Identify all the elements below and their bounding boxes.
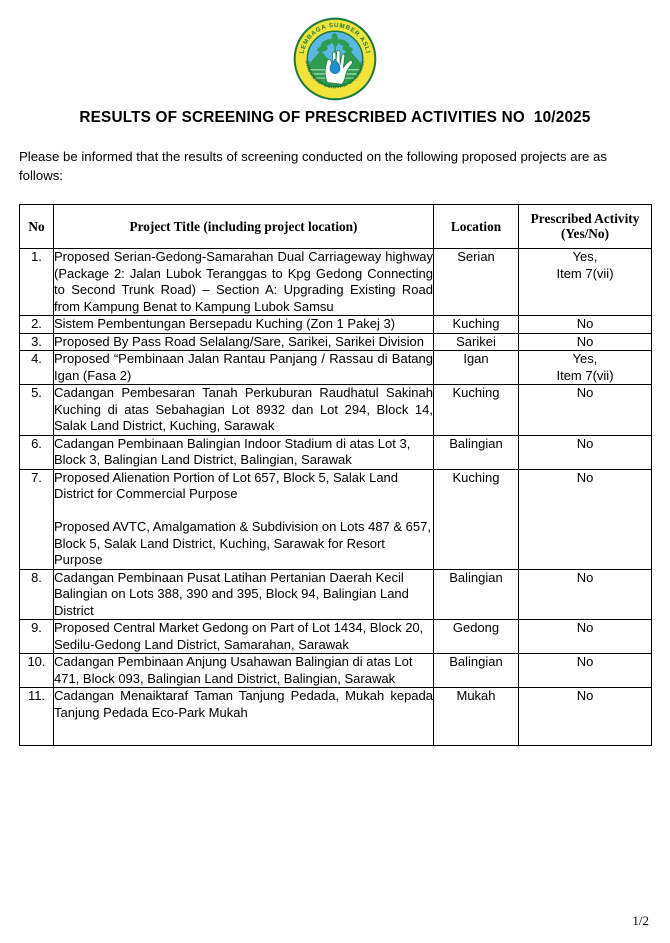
row-project-title: Proposed By Pass Road Selalang/Sare, Sar… [53, 332, 434, 351]
row-project-title-paragraph-2: Proposed AVTC, Amalgamation & Subdivisio… [54, 519, 431, 567]
row-prescribed-activity: No [518, 568, 652, 620]
row-number: 10. [19, 653, 54, 688]
row-project-title: Cadangan Pembinaan Balingian Indoor Stad… [53, 434, 434, 470]
row-number: 8. [19, 568, 54, 620]
table-header-row: No Project Title (including project loca… [19, 204, 652, 249]
table-row: 3. Proposed By Pass Road Selalang/Sare, … [19, 332, 652, 351]
row-project-title: Cadangan Pembesaran Tanah Perkuburan Rau… [53, 384, 434, 436]
column-header-prescribed-line1: Prescribed Activity [530, 211, 640, 226]
table-row: 10. Cadangan Pembinaan Anjung Usahawan B… [19, 653, 652, 688]
table-row: 2. Sistem Pembentungan Bersepadu Kuching… [19, 315, 652, 334]
table-row: 9. Proposed Central Market Gedong on Par… [19, 619, 652, 654]
row-number: 3. [19, 332, 54, 351]
row-location: Kuching [433, 315, 519, 334]
lembaga-sumber-asli-sarawak-seal-icon: LEMBAGA SUMBER ASLI DAN ALAM SEKITAR SAR… [293, 17, 377, 101]
row-prescribed-activity: No [518, 619, 652, 654]
column-header-no: No [19, 204, 54, 249]
row-location: Balingian [433, 568, 519, 620]
row-project-title: Proposed Central Market Gedong on Part o… [53, 619, 434, 654]
column-header-location: Location [433, 204, 519, 249]
page-indicator: 1/2 [632, 913, 649, 928]
row-number: 2. [19, 315, 54, 334]
row-prescribed-activity: Yes, Item 7(vii) [518, 350, 652, 385]
row-prescribed-activity: No [518, 332, 652, 351]
column-header-project-title: Project Title (including project locatio… [53, 204, 434, 249]
column-header-prescribed-activity: Prescribed Activity (Yes/No) [518, 204, 652, 249]
row-project-title-paragraph-1: Proposed Alienation Portion of Lot 657, … [54, 469, 399, 502]
row-project-title: Sistem Pembentungan Bersepadu Kuching (Z… [53, 315, 434, 334]
row-number: 11. [19, 687, 54, 746]
row-project-title: Cadangan Pembinaan Pusat Latihan Pertani… [53, 568, 434, 620]
row-location: Balingian [433, 653, 519, 688]
row-location: Gedong [433, 619, 519, 654]
row-project-title: Cadangan Menaiktaraf Taman Tanjung Pedad… [53, 687, 434, 746]
screening-results-table: No Project Title (including project loca… [19, 204, 652, 746]
table-row: 1. Proposed Serian-Gedong-Samarahan Dual… [19, 248, 652, 316]
row-project-title: Proposed “Pembinaan Jalan Rantau Panjang… [53, 350, 434, 385]
table-row: 4. Proposed “Pembinaan Jalan Rantau Panj… [19, 350, 652, 385]
row-location: Kuching [433, 384, 519, 436]
results-table-container: No Project Title (including project loca… [19, 204, 652, 746]
intro-paragraph: Please be informed that the results of s… [19, 149, 607, 183]
row-location: Serian [433, 248, 519, 316]
row-prescribed-activity: No [518, 468, 652, 570]
row-location: Sarikei [433, 332, 519, 351]
row-project-title: Proposed Serian-Gedong-Samarahan Dual Ca… [53, 248, 434, 316]
row-number: 9. [19, 619, 54, 654]
row-number: 7. [19, 468, 54, 570]
row-number: 1. [19, 248, 54, 316]
table-row: 11. Cadangan Menaiktaraf Taman Tanjung P… [19, 687, 652, 746]
row-project-title: Cadangan Pembinaan Anjung Usahawan Balin… [53, 653, 434, 688]
row-number: 6. [19, 434, 54, 470]
table-row: 6. Cadangan Pembinaan Balingian Indoor S… [19, 434, 652, 470]
table-row: 7. Proposed Alienation Portion of Lot 65… [19, 468, 652, 570]
row-prescribed-activity: No [518, 384, 652, 436]
row-location: Mukah [433, 687, 519, 746]
row-prescribed-activity: No [518, 653, 652, 688]
row-location: Balingian [433, 434, 519, 470]
row-prescribed-activity: No [518, 687, 652, 746]
row-prescribed-activity: No [518, 434, 652, 470]
row-prescribed-activity: No [518, 315, 652, 334]
row-number: 4. [19, 350, 54, 385]
logo-container: LEMBAGA SUMBER ASLI DAN ALAM SEKITAR SAR… [0, 0, 670, 101]
page-title: RESULTS OF SCREENING OF PRESCRIBED ACTIV… [79, 109, 591, 126]
row-project-title: Proposed Alienation Portion of Lot 657, … [53, 468, 434, 570]
table-row: 8. Cadangan Pembinaan Pusat Latihan Pert… [19, 568, 652, 620]
row-number: 5. [19, 384, 54, 436]
row-location: Kuching [433, 468, 519, 570]
row-location: Igan [433, 350, 519, 385]
row-prescribed-activity: Yes, Item 7(vii) [518, 248, 652, 316]
column-header-prescribed-line2: (Yes/No) [560, 226, 609, 241]
table-row: 5. Cadangan Pembesaran Tanah Perkuburan … [19, 384, 652, 436]
